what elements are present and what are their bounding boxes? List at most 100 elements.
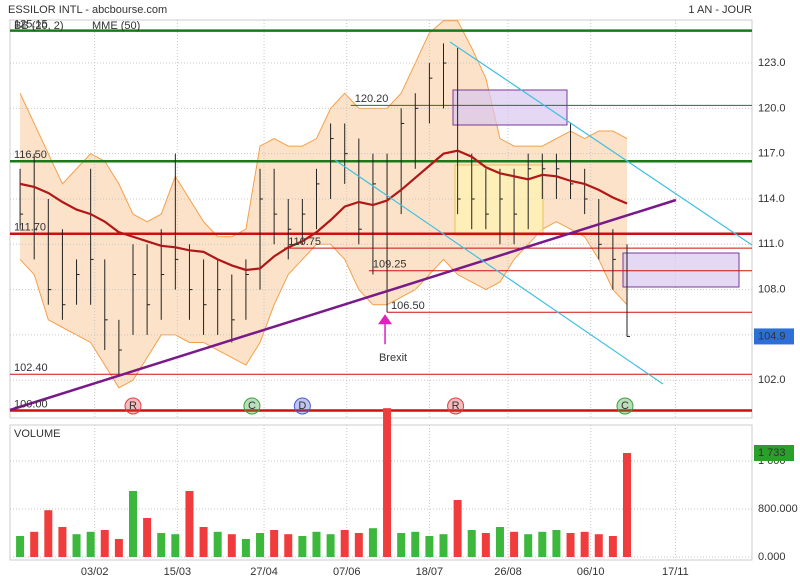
volume-bar	[199, 526, 208, 557]
volume-bar	[284, 534, 293, 557]
volume-bar	[481, 532, 490, 557]
x-tick-label: 17/11	[662, 566, 689, 578]
last-volume: 1 733	[758, 447, 786, 459]
event-label: R	[452, 400, 460, 412]
volume-bar	[143, 517, 152, 557]
x-tick-label: 06/10	[577, 566, 605, 578]
x-tick-label: 07/06	[333, 566, 361, 578]
volume-bar	[213, 531, 222, 557]
trend-line	[9, 198, 677, 412]
volume-bar	[72, 534, 81, 557]
volume-bar	[608, 535, 617, 557]
volume-bar	[270, 529, 279, 557]
volume-bar	[495, 526, 504, 557]
y-tick-label: 108.0	[758, 284, 786, 296]
volume-bar	[100, 529, 109, 557]
zone	[622, 252, 740, 288]
volume-bar	[312, 531, 321, 557]
volume-bar	[44, 510, 53, 557]
legend-mme: MME (50)	[92, 20, 140, 32]
volume-bar	[453, 499, 462, 557]
event-label: C	[248, 400, 256, 412]
level-label: 120.20	[355, 93, 389, 105]
x-tick-label: 27/04	[250, 566, 278, 578]
legend-bollinger: BB (20, 2)	[14, 20, 64, 32]
event-marker	[616, 397, 634, 415]
volume-tick-label: 0.000	[758, 551, 786, 563]
volume-bar	[622, 453, 631, 557]
level-label: 102.40	[14, 362, 48, 374]
volume-bar	[552, 529, 561, 557]
annotation-text: Brexit	[379, 352, 407, 364]
volume-bar	[114, 538, 123, 557]
y-tick-label: 123.0	[758, 57, 786, 69]
volume-bar	[157, 532, 166, 557]
volume-title: VOLUME	[14, 428, 60, 440]
volume-bar	[30, 531, 39, 557]
last-volume-box	[754, 445, 794, 462]
volume-bar	[354, 532, 363, 557]
trend-layer	[9, 41, 753, 412]
volume-bar	[256, 532, 265, 557]
labels-layer: BB (20, 2)MME (50)102.0105.0108.0111.011…	[14, 18, 798, 577]
level-label: 100.00	[14, 398, 48, 410]
level-label: 110.75	[288, 236, 321, 248]
level-label: 125.15	[14, 18, 48, 30]
bars-layer	[16, 43, 631, 557]
zone	[452, 89, 568, 126]
volume-bar	[227, 534, 236, 557]
x-tick-label: 26/08	[494, 566, 522, 578]
page-title: ESSILOR INTL - abcbourse.com	[8, 4, 167, 16]
drawing-layer	[452, 89, 740, 288]
event-marker	[447, 397, 465, 415]
volume-bar	[594, 534, 603, 557]
volume-bar	[411, 531, 420, 557]
volume-frame	[9, 424, 753, 561]
mme-line	[19, 149, 628, 272]
volume-bar	[580, 531, 589, 557]
event-label: D	[298, 400, 306, 412]
period: 1 AN - JOUR	[688, 4, 752, 16]
y-tick-label: 114.0	[758, 193, 785, 205]
level-label: 106.50	[391, 300, 425, 312]
volume-bar	[241, 538, 250, 557]
volume-bar	[298, 535, 307, 557]
x-tick-label: 18/07	[416, 566, 444, 578]
volume-bar	[340, 529, 349, 557]
level-label: 111.70	[14, 222, 46, 234]
event-label: C	[621, 400, 629, 412]
volume-bar	[171, 534, 180, 557]
volume-bar	[368, 528, 377, 557]
level-label: 109.25	[373, 259, 407, 271]
y-tick-label: 120.0	[758, 102, 786, 114]
x-tick-label: 15/03	[164, 566, 192, 578]
volume-bar	[524, 534, 533, 557]
volume-bar	[439, 534, 448, 557]
volume-bar	[467, 529, 476, 557]
volume-bar	[538, 531, 547, 557]
channel-line	[334, 159, 664, 385]
volume-bar	[397, 532, 406, 557]
bollinger-upper	[19, 20, 628, 238]
volume-bar	[128, 490, 137, 557]
annotation-head	[378, 314, 393, 325]
x-tick-label: 03/02	[81, 566, 109, 578]
volume-bar	[16, 535, 25, 557]
level-label: 116.50	[14, 149, 47, 161]
volume-bar	[326, 534, 335, 557]
y-tick-label: 117.0	[758, 148, 785, 160]
event-marker	[243, 397, 261, 415]
volume-bar	[86, 531, 95, 557]
volume-bar	[425, 535, 434, 557]
volume-tick-label: 800.000	[758, 503, 798, 515]
event-marker	[124, 397, 142, 415]
y-tick-label: 111.0	[758, 238, 784, 250]
channel-line	[449, 41, 753, 246]
volume-bar	[58, 526, 67, 557]
last-price-box	[754, 328, 794, 345]
volume-bar	[566, 532, 575, 557]
volume-bar	[185, 490, 194, 557]
volume-bar	[510, 531, 519, 557]
